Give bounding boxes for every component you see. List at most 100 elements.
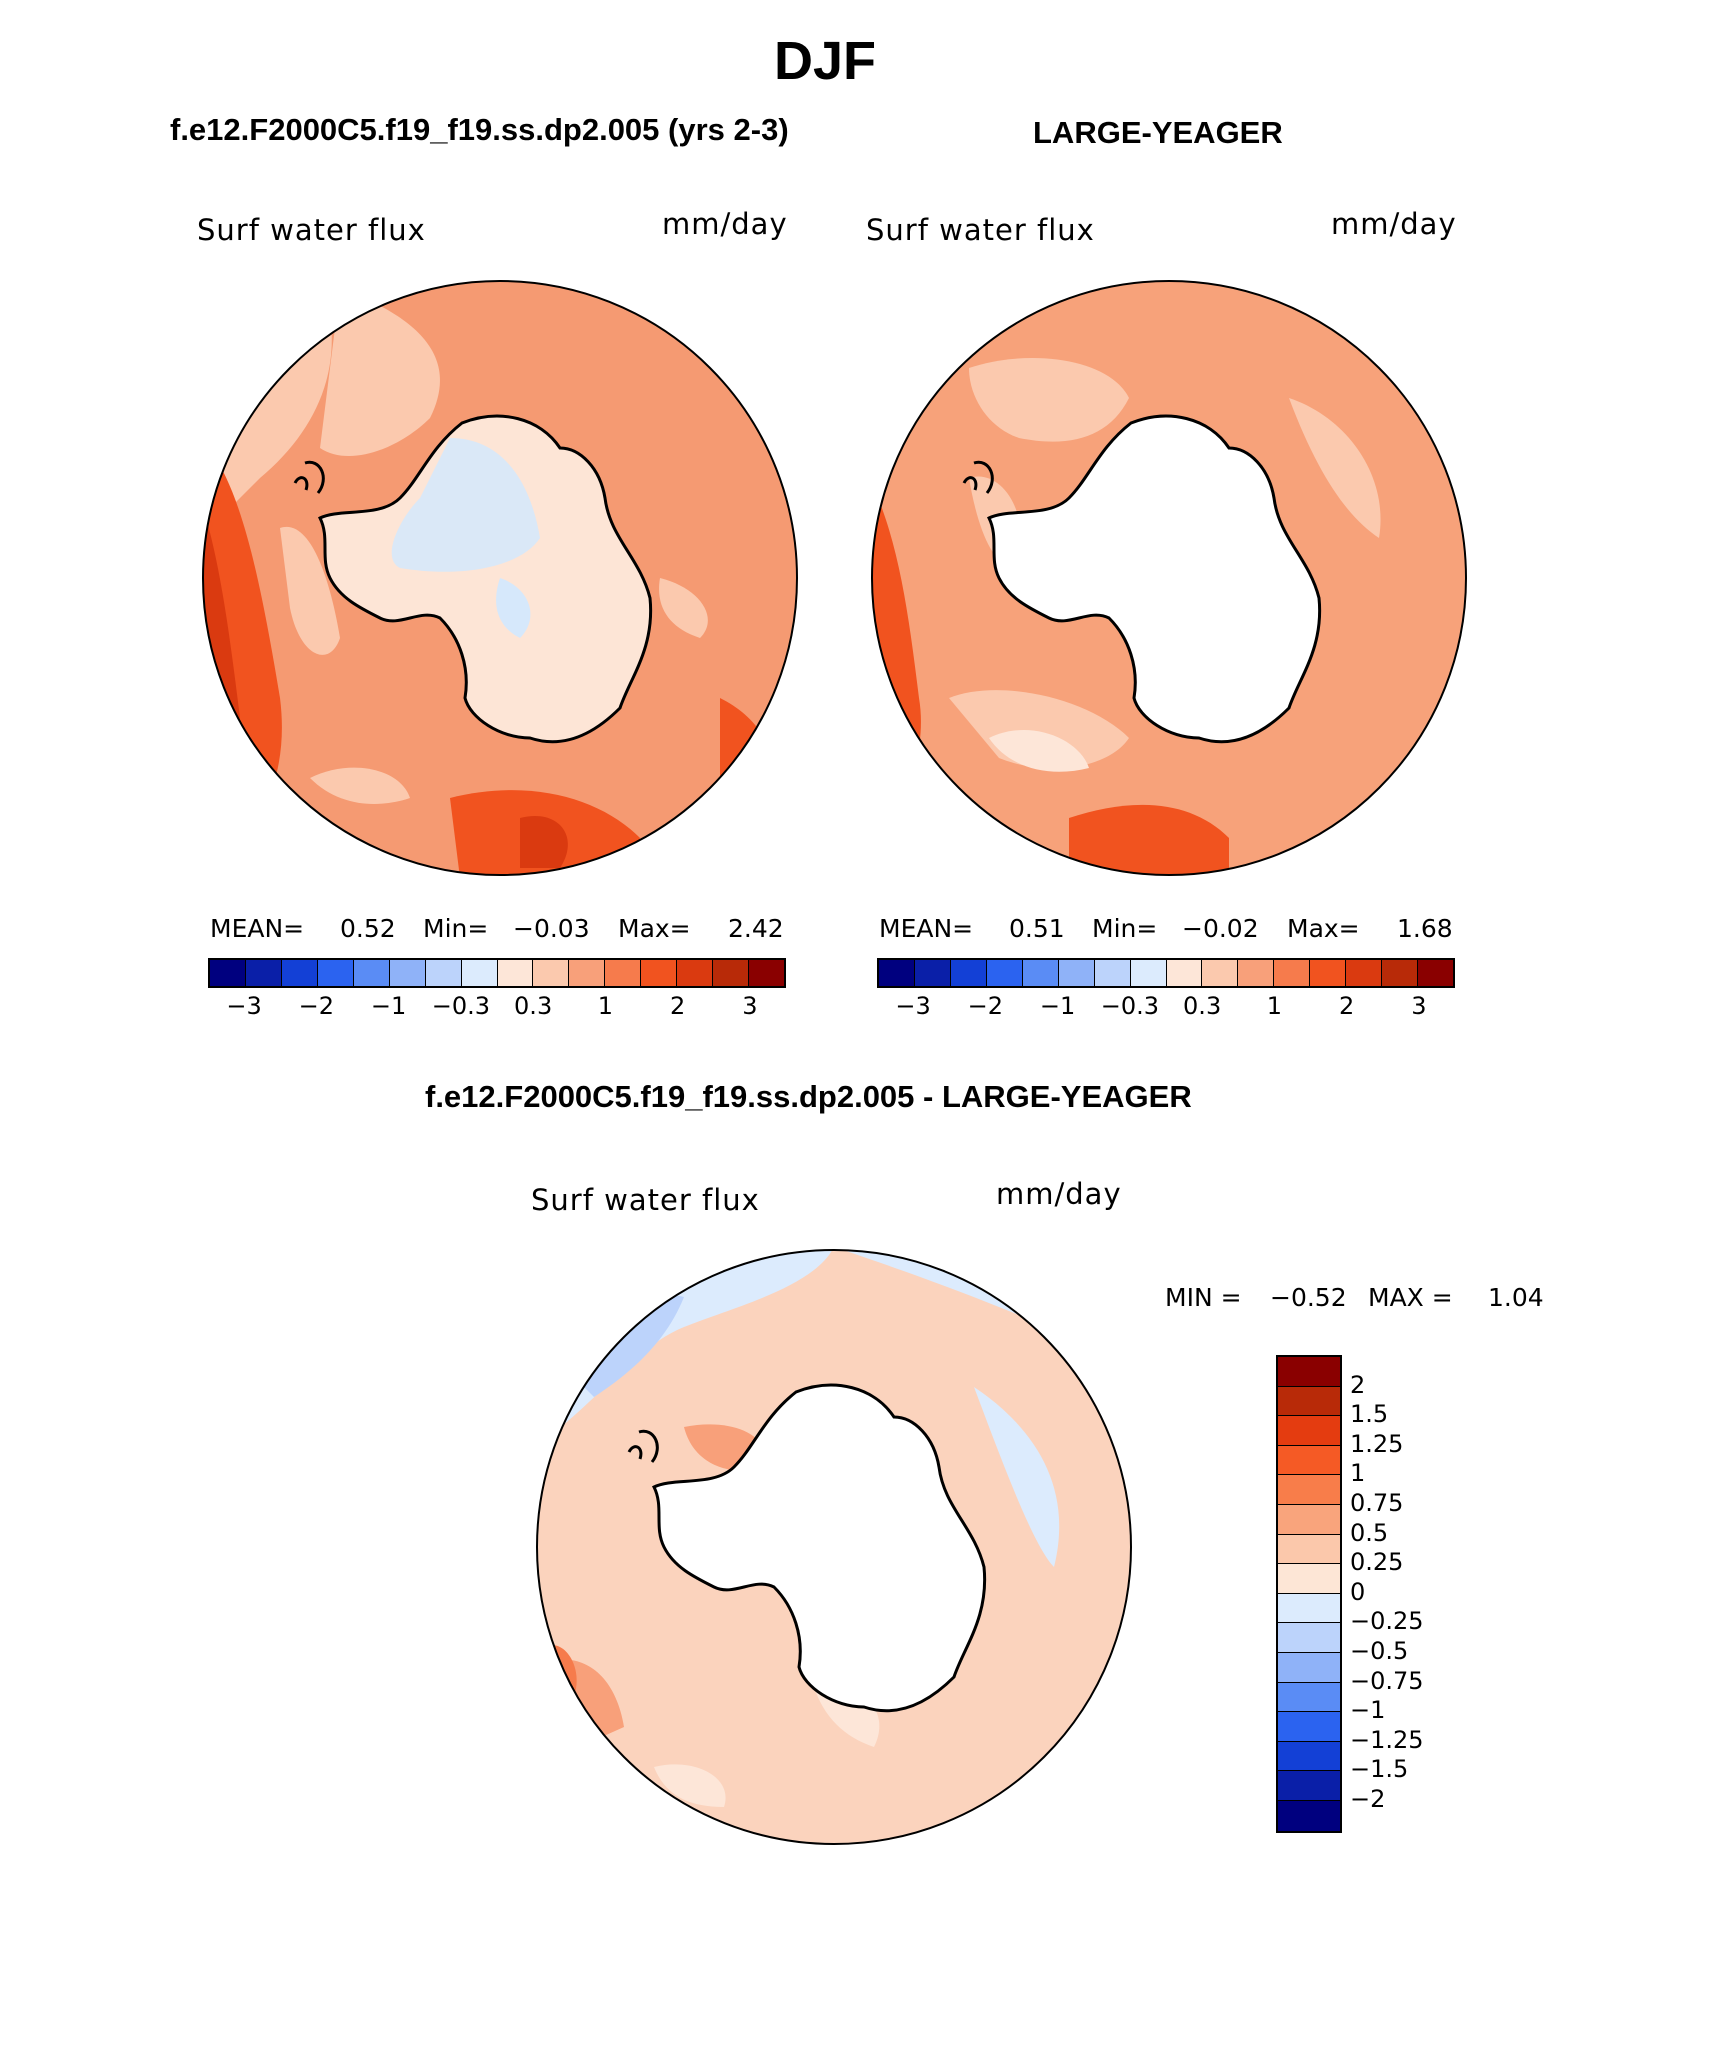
colorbar-tick-label: 2	[1338, 992, 1355, 1020]
colorbar-swatch	[879, 960, 915, 986]
units-label-obs: mm/day	[1331, 207, 1457, 241]
min-label-diff: MIN =	[1165, 1283, 1242, 1312]
colorbar-swatch	[1278, 1682, 1340, 1713]
min-value-obs: −0.02	[1182, 914, 1259, 943]
colorbar-swatch	[425, 960, 462, 986]
colorbar-swatch	[713, 960, 750, 986]
colorbar-tick-label: −0.5	[1350, 1637, 1409, 1665]
colorbar-tick-label: 3	[742, 992, 758, 1020]
colorbar-swatch	[1278, 1416, 1340, 1446]
colorbar-swatch	[1166, 960, 1203, 986]
mean-label-obs: MEAN=	[879, 914, 974, 943]
colorbar-swatch	[533, 960, 570, 986]
colorbar-tick-label: −1.5	[1350, 1755, 1409, 1784]
colorbar-tick-label: 3	[1411, 992, 1427, 1020]
colorbar-swatch	[1058, 960, 1095, 986]
colorbar-case	[208, 958, 786, 988]
colorbar-tick-label: −3	[226, 992, 262, 1020]
colorbar-tick-label: −1	[1039, 992, 1076, 1020]
colorbar-swatch	[245, 960, 282, 986]
colorbar-swatch	[1382, 960, 1419, 986]
colorbar-swatch	[569, 960, 606, 986]
colorbar-tick-label: 2	[1350, 1370, 1366, 1399]
polar-map-obs	[871, 280, 1467, 876]
colorbar-tick-label: −2	[967, 992, 1004, 1020]
colorbar-swatch	[461, 960, 498, 986]
variable-label-case: Surf water flux	[197, 213, 426, 247]
max-label-diff: MAX =	[1368, 1283, 1453, 1312]
mean-label-case: MEAN=	[210, 914, 305, 943]
colorbar-swatch	[914, 960, 951, 986]
min-value-case: −0.03	[513, 914, 590, 943]
colorbar-tick-label: −1	[370, 992, 407, 1020]
min-value-diff: −0.52	[1270, 1283, 1347, 1312]
colorbar-difference	[1276, 1355, 1342, 1833]
colorbar-swatch	[1418, 960, 1453, 986]
colorbar-obs	[877, 958, 1455, 988]
colorbar-tick-label: 1	[597, 992, 614, 1020]
colorbar-swatch	[389, 960, 426, 986]
colorbar-swatch	[1346, 960, 1383, 986]
colorbar-swatch	[1310, 960, 1347, 986]
colorbar-swatch	[1094, 960, 1131, 986]
colorbar-swatch	[1130, 960, 1167, 986]
colorbar-swatch	[641, 960, 678, 986]
colorbar-tick-label: 0	[1350, 1577, 1366, 1606]
colorbar-tick-label: −3	[895, 992, 931, 1020]
mean-value-obs: 0.51	[1009, 914, 1065, 943]
colorbar-tick-label: 0.3	[514, 992, 553, 1020]
colorbar-tick-label: 2	[669, 992, 686, 1020]
colorbar-swatch	[1278, 1534, 1340, 1565]
polar-map-case	[202, 280, 798, 876]
colorbar-tick-label: 0.5	[1350, 1518, 1389, 1547]
colorbar-tick-label: −2	[1350, 1785, 1386, 1813]
colorbar-swatch	[497, 960, 534, 986]
colorbar-swatch	[986, 960, 1023, 986]
colorbar-swatch	[1022, 960, 1059, 986]
colorbar-swatch	[749, 960, 784, 986]
colorbar-swatch	[1278, 1800, 1340, 1831]
colorbar-swatch	[950, 960, 987, 986]
units-label-diff: mm/day	[996, 1177, 1122, 1211]
max-label-case: Max=	[618, 914, 691, 943]
colorbar-tick-label: −1.25	[1350, 1725, 1424, 1754]
colorbar-swatch	[1238, 960, 1275, 986]
units-label-case: mm/day	[662, 207, 788, 241]
max-value-diff: 1.04	[1488, 1283, 1544, 1312]
colorbar-tick-label: −0.3	[1100, 992, 1160, 1020]
min-label-case: Min=	[423, 914, 489, 943]
colorbar-swatch	[353, 960, 390, 986]
panel-heading-diff: f.e12.F2000C5.f19_f19.ss.dp2.005 - LARGE…	[425, 1079, 1192, 1114]
colorbar-tick-label: −0.75	[1350, 1666, 1424, 1695]
colorbar-swatch	[1278, 1652, 1340, 1683]
colorbar-swatch	[1278, 1564, 1340, 1594]
colorbar-tick-label: 0.75	[1350, 1489, 1404, 1517]
colorbar-swatch	[1278, 1386, 1340, 1417]
colorbar-swatch	[1274, 960, 1311, 986]
colorbar-tick-label: −0.25	[1350, 1607, 1424, 1636]
colorbar-tick-label: −1	[1350, 1696, 1386, 1725]
colorbar-tick-label: 1	[1350, 1459, 1366, 1488]
colorbar-swatch	[1278, 1623, 1340, 1653]
polar-map-difference	[536, 1249, 1132, 1845]
colorbar-swatch	[317, 960, 354, 986]
colorbar-tick-label: 0.25	[1350, 1548, 1404, 1577]
colorbar-swatch	[1278, 1504, 1340, 1535]
colorbar-swatch	[1278, 1771, 1340, 1801]
colorbar-swatch	[210, 960, 246, 986]
variable-label-obs: Surf water flux	[866, 213, 1095, 247]
colorbar-swatch	[281, 960, 318, 986]
max-label-obs: Max=	[1287, 914, 1360, 943]
colorbar-swatch	[1278, 1593, 1340, 1624]
panel-heading-case: f.e12.F2000C5.f19_f19.ss.dp2.005 (yrs 2-…	[170, 112, 789, 147]
colorbar-tick-label: 1.5	[1350, 1400, 1389, 1429]
colorbar-swatch	[1278, 1712, 1340, 1742]
colorbar-swatch	[1278, 1741, 1340, 1772]
figure-title: DJF	[773, 31, 876, 91]
colorbar-swatch	[1278, 1357, 1340, 1387]
min-label-obs: Min=	[1092, 914, 1158, 943]
colorbar-swatch	[1202, 960, 1239, 986]
max-value-case: 2.42	[728, 914, 784, 943]
colorbar-tick-label: −2	[298, 992, 335, 1020]
colorbar-tick-label: 1	[1266, 992, 1283, 1020]
